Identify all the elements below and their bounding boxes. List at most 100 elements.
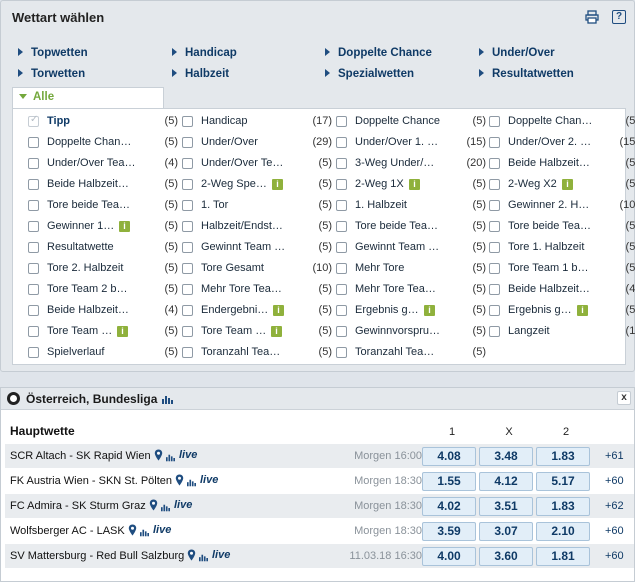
bet-type-item[interactable]: Ergebnis g… i (5) bbox=[489, 301, 635, 321]
bet-type-item[interactable]: 3-Weg Under/… (20) bbox=[336, 154, 486, 174]
bet-type-item[interactable]: Doppelte Chan… (5) bbox=[28, 133, 178, 153]
bet-type-checkbox[interactable] bbox=[489, 305, 500, 316]
bet-type-checkbox[interactable] bbox=[182, 200, 193, 211]
bet-type-item[interactable]: Under/Over 1. … (15) bbox=[336, 133, 486, 153]
bet-type-checkbox[interactable] bbox=[182, 242, 193, 253]
category-link-doppelte-chance[interactable]: Doppelte Chance bbox=[325, 47, 432, 59]
category-link-under-over[interactable]: Under/Over bbox=[479, 47, 555, 59]
bet-type-item[interactable]: Under/Over Te… (5) bbox=[182, 154, 332, 174]
odd-button-2[interactable]: 1.81 bbox=[536, 547, 590, 566]
match-name[interactable]: Wolfsberger AC - LASK bbox=[10, 525, 125, 537]
bet-type-checkbox[interactable] bbox=[28, 200, 39, 211]
odd-button-1[interactable]: 4.02 bbox=[422, 497, 476, 516]
bet-type-checkbox[interactable] bbox=[336, 158, 347, 169]
bet-type-item[interactable]: Toranzahl Tea… (5) bbox=[182, 343, 332, 363]
bet-type-item[interactable]: Handicap (17) bbox=[182, 112, 332, 132]
bet-type-checkbox[interactable] bbox=[489, 116, 500, 127]
bet-type-checkbox[interactable] bbox=[182, 137, 193, 148]
print-icon[interactable] bbox=[585, 10, 599, 24]
bet-type-item[interactable]: Tipp (5) bbox=[28, 112, 178, 132]
more-bets-link[interactable]: +60 bbox=[605, 475, 624, 487]
category-link-topwetten[interactable]: Topwetten bbox=[18, 47, 88, 59]
bet-type-item[interactable]: Tore beide Tea… (5) bbox=[28, 196, 178, 216]
match-name[interactable]: SV Mattersburg - Red Bull Salzburg bbox=[10, 550, 185, 562]
bet-type-item[interactable]: Endergebni… i (5) bbox=[182, 301, 332, 321]
bet-type-checkbox[interactable] bbox=[28, 221, 39, 232]
bet-type-item[interactable]: Tore beide Tea… (5) bbox=[489, 217, 635, 237]
bet-type-checkbox[interactable] bbox=[182, 116, 193, 127]
bet-type-checkbox[interactable] bbox=[28, 242, 39, 253]
category-link-halbzeit[interactable]: Halbzeit bbox=[172, 68, 229, 80]
bet-type-checkbox[interactable] bbox=[28, 179, 39, 190]
bet-type-checkbox[interactable] bbox=[336, 242, 347, 253]
bet-type-item[interactable]: Tore Gesamt (10) bbox=[182, 259, 332, 279]
odd-button-1[interactable]: 4.00 bbox=[422, 547, 476, 566]
bet-type-item[interactable]: Tore Team … i (5) bbox=[28, 322, 178, 342]
odd-button-1[interactable]: 3.59 bbox=[422, 522, 476, 541]
bet-type-item[interactable]: Under/Over 2. … (15) bbox=[489, 133, 635, 153]
odd-button-x[interactable]: 4.12 bbox=[479, 472, 533, 491]
category-link-handicap[interactable]: Handicap bbox=[172, 47, 237, 59]
bet-type-checkbox[interactable] bbox=[489, 263, 500, 274]
more-bets-link[interactable]: +62 bbox=[605, 500, 624, 512]
bet-type-item[interactable]: Doppelte Chance (5) bbox=[336, 112, 486, 132]
info-icon[interactable]: i bbox=[577, 305, 588, 316]
bet-type-checkbox[interactable] bbox=[489, 326, 500, 337]
bet-type-item[interactable]: Mehr Tore Tea… (5) bbox=[336, 280, 486, 300]
live-badge[interactable]: live bbox=[179, 449, 198, 461]
bet-type-item[interactable]: Gewinnvorspru… (5) bbox=[336, 322, 486, 342]
bet-type-checkbox[interactable] bbox=[489, 158, 500, 169]
bet-type-item[interactable]: Under/Over Tea… (4) bbox=[28, 154, 178, 174]
tab-alle[interactable]: Alle bbox=[12, 87, 164, 109]
close-icon[interactable]: x bbox=[617, 391, 631, 405]
bet-type-item[interactable]: 1. Halbzeit (5) bbox=[336, 196, 486, 216]
bet-type-checkbox[interactable] bbox=[489, 179, 500, 190]
bet-type-checkbox[interactable] bbox=[336, 179, 347, 190]
more-bets-link[interactable]: +61 bbox=[605, 450, 624, 462]
bet-type-item[interactable]: Gewinner 2. H… (10) bbox=[489, 196, 635, 216]
odd-button-2[interactable]: 5.17 bbox=[536, 472, 590, 491]
location-pin-icon[interactable] bbox=[128, 524, 137, 536]
bet-type-checkbox[interactable] bbox=[28, 263, 39, 274]
bet-type-checkbox[interactable] bbox=[182, 284, 193, 295]
bet-type-item[interactable]: Doppelte Chan… (5) bbox=[489, 112, 635, 132]
odd-button-2[interactable]: 1.83 bbox=[536, 497, 590, 516]
bet-type-item[interactable]: Tore Team 2 b… (5) bbox=[28, 280, 178, 300]
info-icon[interactable]: i bbox=[271, 326, 282, 337]
odd-button-1[interactable]: 1.55 bbox=[422, 472, 476, 491]
odd-button-x[interactable]: 3.48 bbox=[479, 447, 533, 466]
bet-type-checkbox[interactable] bbox=[336, 200, 347, 211]
bet-type-item[interactable]: Tore Team … i (5) bbox=[182, 322, 332, 342]
bet-type-checkbox[interactable] bbox=[28, 137, 39, 148]
bet-type-item[interactable]: Beide Halbzeit… (5) bbox=[28, 175, 178, 195]
bet-type-checkbox[interactable] bbox=[182, 263, 193, 274]
info-icon[interactable]: i bbox=[272, 179, 283, 190]
bet-type-checkbox[interactable] bbox=[28, 158, 39, 169]
odd-button-1[interactable]: 4.08 bbox=[422, 447, 476, 466]
bet-type-checkbox[interactable] bbox=[336, 221, 347, 232]
bet-type-item[interactable]: Ergebnis g… i (5) bbox=[336, 301, 486, 321]
bet-type-checkbox[interactable] bbox=[489, 242, 500, 253]
odd-button-x[interactable]: 3.60 bbox=[479, 547, 533, 566]
live-badge[interactable]: live bbox=[212, 549, 231, 561]
bet-type-item[interactable]: 1. Tor (5) bbox=[182, 196, 332, 216]
more-bets-link[interactable]: +60 bbox=[605, 525, 624, 537]
bet-type-checkbox[interactable] bbox=[182, 179, 193, 190]
bet-type-item[interactable]: Tore beide Tea… (5) bbox=[336, 217, 486, 237]
odd-button-2[interactable]: 2.10 bbox=[536, 522, 590, 541]
bet-type-checkbox[interactable] bbox=[336, 137, 347, 148]
location-pin-icon[interactable] bbox=[154, 449, 163, 461]
location-pin-icon[interactable] bbox=[175, 474, 184, 486]
bet-type-checkbox[interactable] bbox=[182, 326, 193, 337]
info-icon[interactable]: i bbox=[117, 326, 128, 337]
bet-type-checkbox[interactable] bbox=[182, 221, 193, 232]
bet-type-item[interactable]: Beide Halbzeit… (5) bbox=[489, 154, 635, 174]
live-badge[interactable]: live bbox=[153, 524, 172, 536]
bet-type-checkbox[interactable] bbox=[336, 263, 347, 274]
bet-type-checkbox[interactable] bbox=[182, 158, 193, 169]
bet-type-item[interactable]: 2-Weg Spe… i (5) bbox=[182, 175, 332, 195]
bet-type-item[interactable]: Tore 1. Halbzeit (5) bbox=[489, 238, 635, 258]
info-icon[interactable]: i bbox=[562, 179, 573, 190]
stats-icon[interactable] bbox=[199, 552, 208, 564]
bet-type-item[interactable]: Resultatwette (5) bbox=[28, 238, 178, 258]
